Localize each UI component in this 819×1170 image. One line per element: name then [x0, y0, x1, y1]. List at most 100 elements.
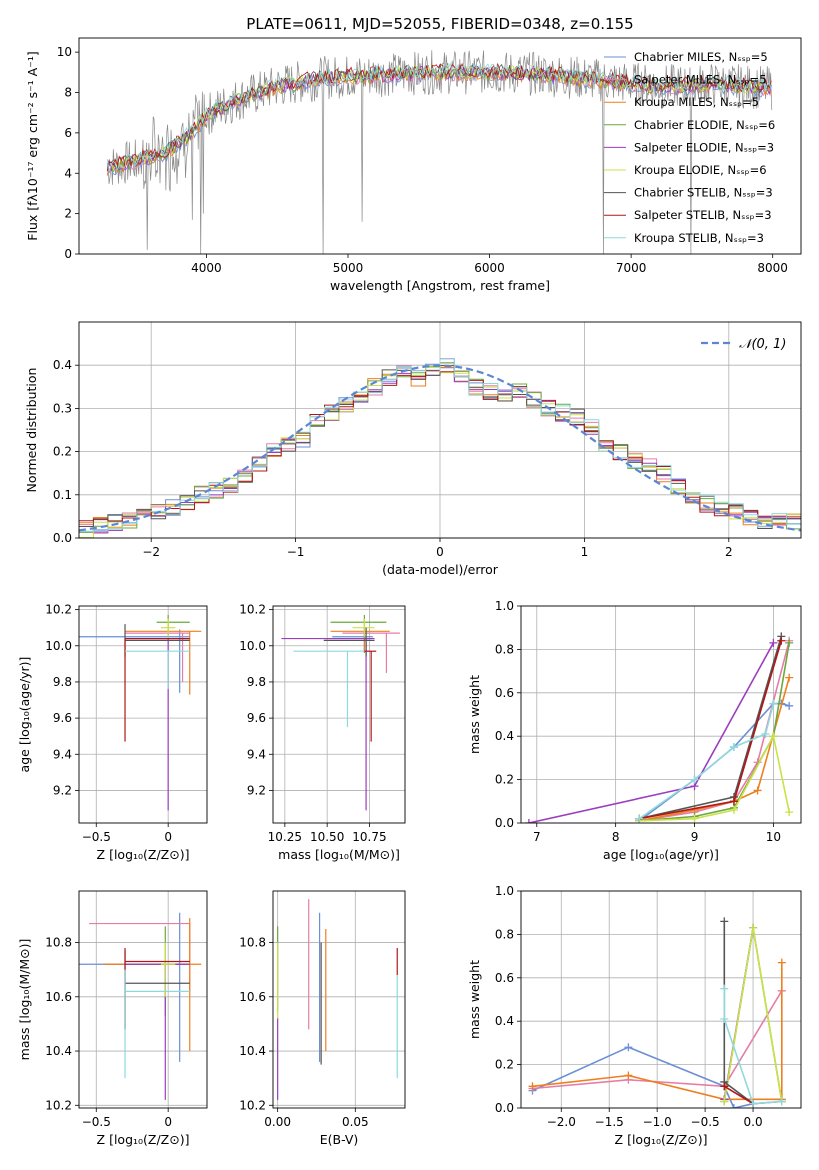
axes-frame — [78, 321, 802, 539]
axes-frame — [520, 605, 802, 824]
x-tick-label: 10 — [766, 830, 781, 844]
x-tick-label: 0 — [164, 830, 172, 844]
weight-marker — [524, 819, 533, 823]
x-tick-label: 0 — [436, 545, 444, 559]
axes-frame — [78, 37, 802, 255]
x-axis-label: (data-model)/error — [382, 562, 499, 577]
weight-line — [723, 1085, 754, 1105]
x-axis-label: Z [log₁₀(Z/Z⊙)] — [615, 1132, 708, 1147]
x-tick-label: 10.50 — [310, 830, 344, 844]
x-tick-label: −0.5 — [82, 1115, 111, 1129]
y-tick-label: 9.4 — [247, 747, 266, 761]
y-tick-label: 9.8 — [247, 675, 266, 689]
axes-frame — [78, 605, 208, 824]
x-tick-label: −2 — [142, 545, 160, 559]
y-tick-label: 0.2 — [495, 1058, 514, 1072]
y-tick-label: 0.4 — [53, 358, 72, 372]
data-layer — [79, 912, 202, 1100]
x-tick-label: 6000 — [474, 261, 505, 275]
weight-marker — [769, 699, 778, 708]
x-axis-label: wavelength [Angstrom, rest frame] — [330, 278, 550, 293]
y-tick-label: 9.6 — [53, 711, 72, 725]
axes-frame — [520, 890, 802, 1109]
weight-marker — [761, 730, 770, 739]
weight-line — [723, 988, 782, 1105]
weight-marker — [749, 923, 758, 932]
x-tick-label: −0.5 — [82, 830, 111, 844]
x-tick-label: 7000 — [616, 261, 647, 275]
x-axis-label: age [log₁₀(age/yr)] — [603, 847, 719, 862]
weight-marker — [785, 638, 794, 647]
y-tick-label: 0.6 — [495, 971, 514, 985]
y-axis-label: mass weight — [467, 675, 482, 754]
legend-entry: Salpeter STELIB, Nₛₛₚ=3 — [634, 208, 772, 222]
model-line — [106, 62, 772, 172]
weight-marker — [785, 808, 794, 817]
weight-marker — [720, 1082, 729, 1091]
x-tick-label: −1.0 — [643, 1115, 672, 1129]
y-tick-label: 0.4 — [495, 729, 514, 743]
panel-mass-vs-EBV: 0.00 0.05 10.2 10.4 10.6 10.8 E(B-V) — [239, 890, 406, 1147]
panel-age-vs-Z: −0.5 0 9.2 9.4 9.6 9.8 10.0 10.2 Z [log₁₀(Z/Z⊙)]… — [17, 603, 208, 862]
y-tick-label: 4 — [64, 166, 72, 180]
y-tick-label: 10.2 — [239, 1098, 266, 1112]
legend-entry: Salpeter ELODIE, Nₛₛₚ=3 — [634, 140, 774, 154]
weight-marker — [720, 1015, 729, 1024]
data-layer — [277, 899, 398, 1100]
y-tick-label: 0.0 — [495, 816, 514, 830]
y-tick-label: 10.0 — [45, 639, 72, 653]
weight-marker — [753, 786, 762, 795]
weight-line — [638, 703, 775, 820]
y-tick-label: 9.6 — [247, 711, 266, 725]
panel-weight-vs-Z: −2.0 −1.5 −1.0 −0.5 0.0 0.0 0.2 0.4 0.6 0.8 1.0 Z [… — [467, 884, 802, 1147]
grid — [273, 606, 405, 823]
x-tick-label: 1 — [581, 545, 589, 559]
y-tick-label: 8 — [64, 86, 72, 100]
legend-entry: Salpeter MILES, Nₛₛₚ=5 — [634, 73, 767, 87]
legend-entry: Kroupa ELODIE, Nₛₛₚ=6 — [634, 163, 767, 177]
weight-marker — [690, 814, 699, 823]
x-tick-label: −2.0 — [547, 1115, 576, 1129]
axes-frame — [272, 890, 406, 1109]
weight-marker — [720, 984, 729, 993]
x-tick-label: −0.5 — [691, 1115, 720, 1129]
y-tick-label: 9.2 — [53, 783, 72, 797]
grid — [79, 322, 801, 539]
weight-marker — [528, 1082, 537, 1091]
weight-marker — [777, 636, 786, 645]
x-tick-label: 4000 — [191, 261, 222, 275]
y-tick-label: 2 — [64, 207, 72, 221]
x-tick-label: 2 — [725, 545, 733, 559]
weight-line — [532, 990, 783, 1090]
x-axis-label: Z [log₁₀(Z/Z⊙)] — [97, 1132, 190, 1147]
panel-residuals: −2 −1 0 1 2 0.0 0.1 0.2 0.3 0.4 (data-model)/error… — [24, 321, 802, 577]
y-tick-label: 10.4 — [239, 1044, 266, 1058]
normal-curve — [79, 364, 801, 532]
data-layer — [106, 50, 773, 254]
y-tick-label: 1.0 — [495, 884, 514, 898]
x-tick-label: 8 — [612, 830, 620, 844]
grid — [521, 890, 801, 1109]
legend-entry: Chabrier ELODIE, Nₛₛₚ=6 — [634, 118, 775, 132]
weight-marker — [777, 958, 786, 967]
data-layer — [528, 917, 786, 1108]
weight-marker — [749, 1099, 758, 1108]
y-tick-label: 0.3 — [53, 401, 72, 415]
weight-marker — [729, 1104, 738, 1108]
y-axis-label: mass weight — [467, 960, 482, 1039]
y-tick-label: 0.4 — [495, 1014, 514, 1028]
weight-marker — [624, 1043, 633, 1052]
weight-marker — [720, 1097, 729, 1106]
x-tick-label: 0.05 — [342, 1115, 369, 1129]
x-tick-label: 9 — [691, 830, 699, 844]
axes-frame — [78, 890, 208, 1109]
weight-marker — [785, 673, 794, 682]
weight-line — [639, 636, 783, 820]
axes-frame — [272, 605, 406, 824]
y-axis-label: mass [log₁₀(M/M⊙)] — [17, 939, 32, 1061]
y-tick-label: 0.6 — [495, 686, 514, 700]
model-line — [106, 63, 772, 171]
y-tick-label: 10.8 — [239, 936, 266, 950]
y-tick-label: 0.2 — [495, 773, 514, 787]
